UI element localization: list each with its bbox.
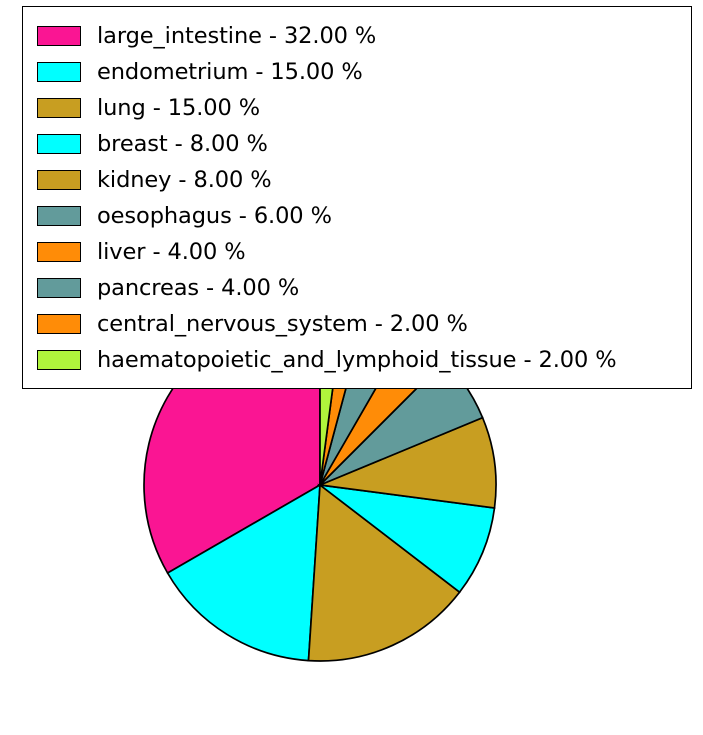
legend-swatch — [37, 26, 81, 46]
legend-entry-label: oesophagus - 6.00 % — [97, 202, 332, 229]
list-item[interactable]: breast - 8.00 % — [37, 126, 679, 162]
legend-swatch — [37, 62, 81, 82]
pie-slice[interactable] — [307, 483, 461, 662]
legend-entry-label: haematopoietic_and_lymphoid_tissue - 2.0… — [97, 346, 617, 373]
legend-entry-label: endometrium - 15.00 % — [97, 58, 363, 85]
list-item[interactable]: central_nervous_system - 2.00 % — [37, 306, 679, 342]
pie-slice[interactable] — [166, 483, 321, 662]
list-item[interactable]: endometrium - 15.00 % — [37, 54, 679, 90]
list-item[interactable]: oesophagus - 6.00 % — [37, 198, 679, 234]
pie-slice[interactable] — [316, 483, 496, 594]
list-item[interactable]: liver - 4.00 % — [37, 234, 679, 270]
legend-entry-label: pancreas - 4.00 % — [97, 274, 300, 301]
list-item[interactable]: pancreas - 4.00 % — [37, 270, 679, 306]
list-item[interactable]: lung - 15.00 % — [37, 90, 679, 126]
legend-entry-label: central_nervous_system - 2.00 % — [97, 310, 468, 337]
legend-swatch — [37, 170, 81, 190]
list-item[interactable]: kidney - 8.00 % — [37, 162, 679, 198]
legend-swatch — [37, 350, 81, 370]
legend-entry-label: kidney - 8.00 % — [97, 166, 272, 193]
legend-swatch — [37, 98, 81, 118]
legend-entry-label: breast - 8.00 % — [97, 130, 268, 157]
legend-swatch — [37, 206, 81, 226]
list-item[interactable]: haematopoietic_and_lymphoid_tissue - 2.0… — [37, 342, 679, 378]
legend-entry-label: large_intestine - 32.00 % — [97, 22, 377, 49]
chart-legend: large_intestine - 32.00 % endometrium - … — [22, 6, 692, 389]
legend-swatch — [37, 134, 81, 154]
legend-entry-label: liver - 4.00 % — [97, 238, 246, 265]
legend-entry-label: lung - 15.00 % — [97, 94, 261, 121]
list-item[interactable]: large_intestine - 32.00 % — [37, 18, 679, 54]
legend-swatch — [37, 314, 81, 334]
pie-slice[interactable] — [316, 416, 497, 509]
legend-swatch — [37, 242, 81, 262]
legend-swatch — [37, 278, 81, 298]
